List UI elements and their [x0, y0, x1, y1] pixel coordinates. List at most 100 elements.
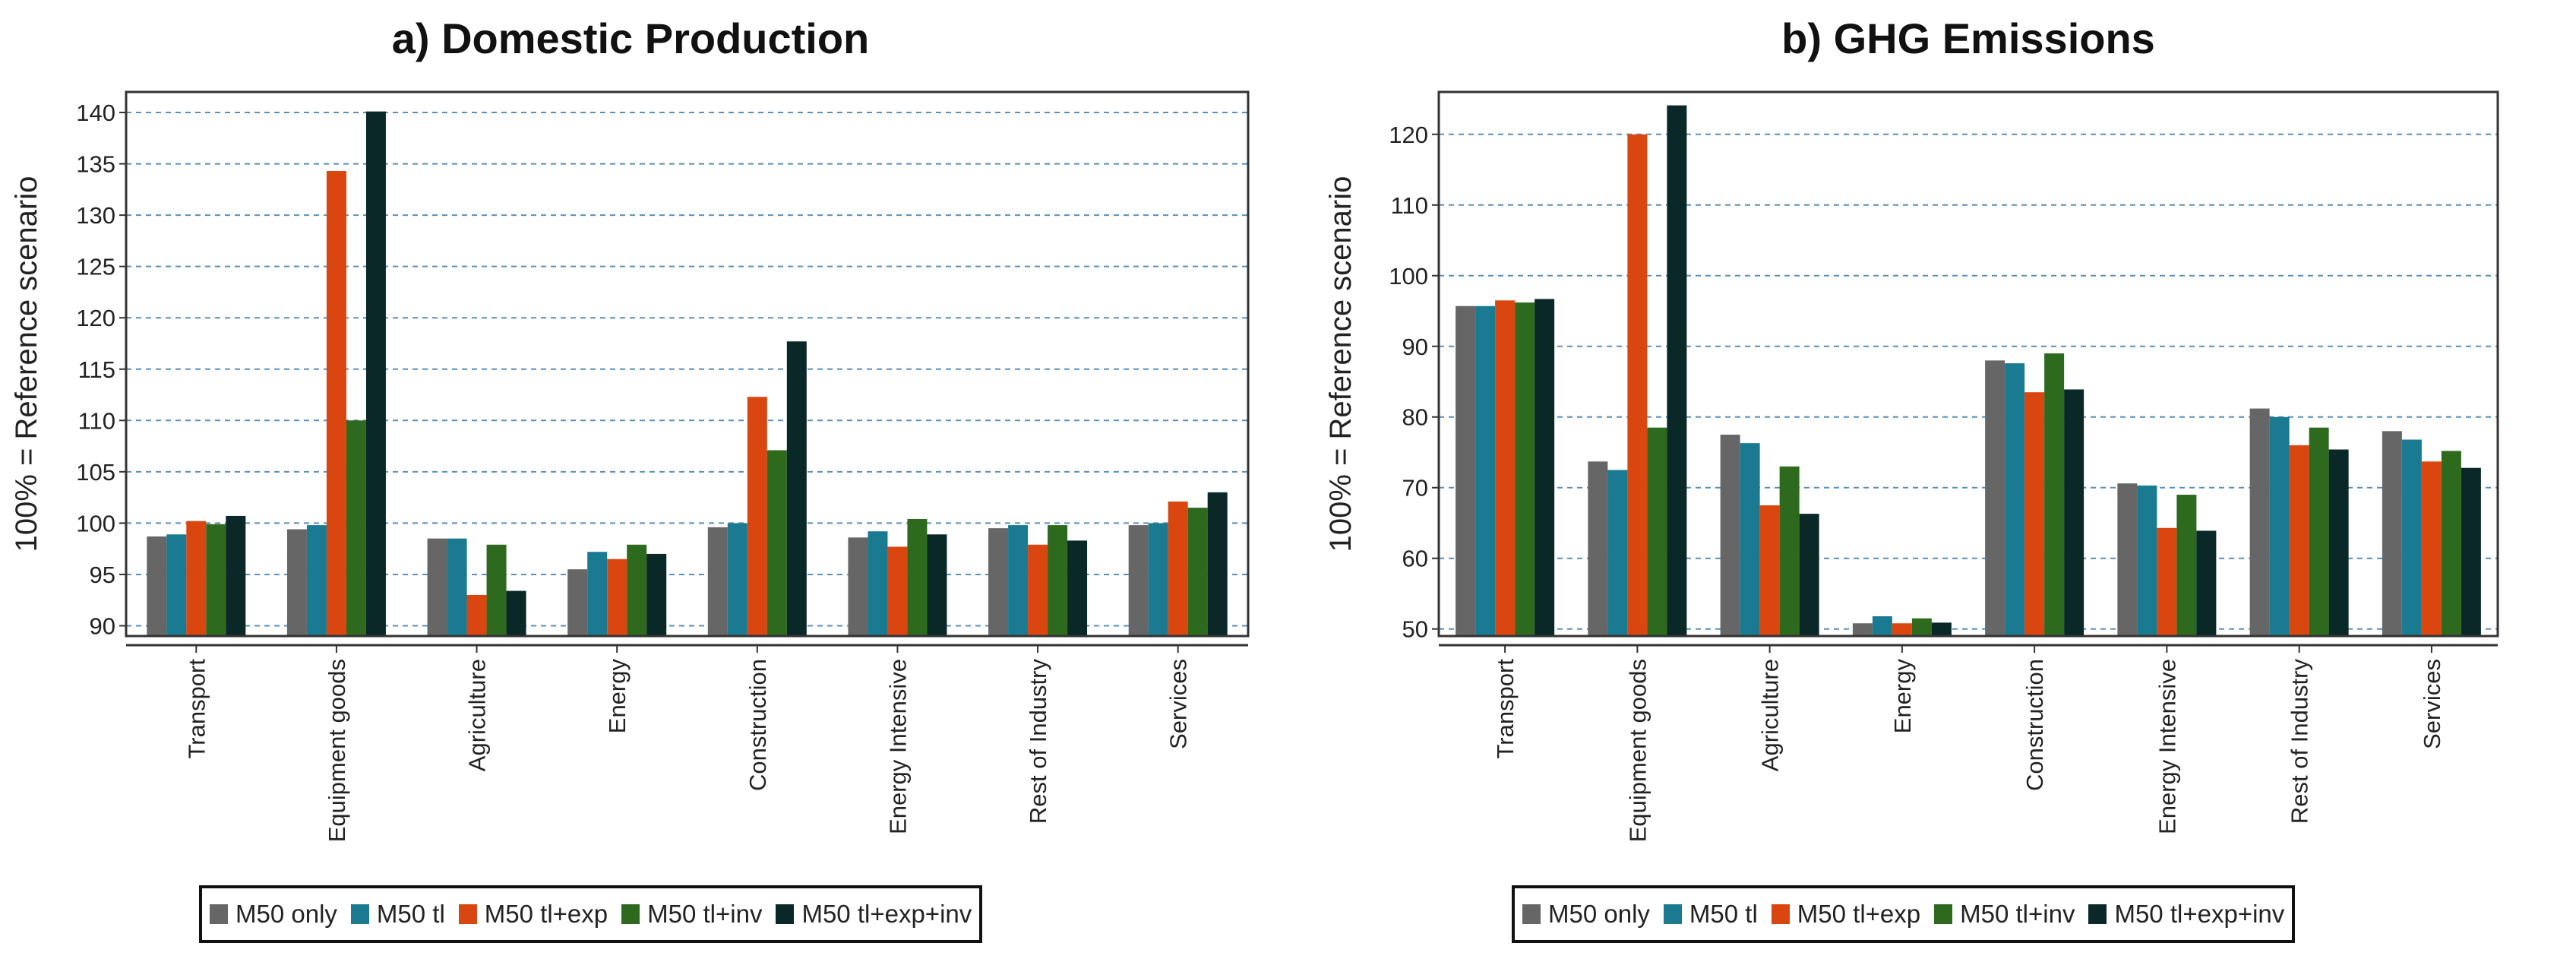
legend-item-m50-tl-exp-inv: M50 tl+exp+inv — [776, 900, 972, 929]
bar-construction-m50-tl-exp — [747, 397, 767, 636]
bar-transport-m50-tl-exp-inv — [226, 515, 246, 636]
chart-title-b: b) GHG Emissions — [1781, 14, 2155, 62]
bar-energy-m50-tl-exp — [1892, 623, 1912, 636]
y-tick-label: 90 — [90, 612, 115, 639]
legend-swatch — [2088, 904, 2107, 924]
x-tick-label-agriculture: Agriculture — [464, 659, 491, 771]
legend-item-m50-tl-exp: M50 tl+exp — [458, 900, 608, 929]
x-tick-label-transport: Transport — [1492, 659, 1519, 759]
bar-equipment-goods-m50-tl-inv — [1647, 427, 1667, 636]
bar-energy-intensive-m50-tl-exp — [2157, 527, 2177, 636]
y-tick-label: 110 — [1391, 192, 1428, 219]
bar-agriculture-m50-tl — [447, 538, 467, 636]
bar-rest-of-industry-m50-only — [988, 528, 1009, 636]
bar-transport-m50-tl-inv — [1515, 302, 1535, 636]
legend-label: M50 tl — [376, 900, 445, 928]
legend-item-m50-tl-exp: M50 tl+exp — [1771, 900, 1920, 929]
bar-services-m50-tl-exp-inv — [1207, 492, 1228, 636]
bar-agriculture-m50-tl — [1740, 443, 1760, 636]
bar-energy-intensive-m50-tl-exp — [887, 546, 908, 636]
bar-construction-m50-tl-inv — [2044, 353, 2065, 636]
bar-energy-m50-tl-exp-inv — [1931, 622, 1952, 636]
bar-equipment-goods-m50-tl-exp — [1627, 134, 1648, 636]
bar-agriculture-m50-only — [1720, 434, 1740, 636]
chart-a: 90 95 100 105 110 115 120 125 130 135 140 100% = Re… — [10, 90, 1250, 842]
bar-construction-m50-tl — [727, 523, 748, 636]
y-tick-label: 120 — [1389, 122, 1428, 148]
bar-transport-m50-tl — [166, 534, 187, 636]
x-tick-label-services: Services — [2419, 659, 2445, 749]
y-tick-label: 125 — [76, 254, 115, 280]
bar-rest-of-industry-m50-only — [2249, 408, 2270, 636]
y-tick-label: 100 — [1389, 263, 1428, 290]
legend-a: M50 only M50 tl M50 tl+exp M50 tl+inv M50 tl… — [199, 885, 983, 943]
x-tick-label-construction: Construction — [744, 659, 771, 791]
bar-energy-m50-tl-exp — [607, 559, 627, 636]
y-tick-label: 95 — [90, 562, 115, 588]
legend-item-m50-only: M50 only — [210, 900, 337, 929]
legend-label: M50 tl+inv — [647, 900, 763, 928]
legend-item-m50-tl-inv: M50 tl+inv — [621, 900, 762, 929]
legend-swatch — [1934, 904, 1953, 924]
bar-construction-m50-only — [1985, 360, 2005, 636]
bar-equipment-goods-m50-only — [286, 529, 307, 636]
legend-swatch — [458, 904, 477, 924]
bar-agriculture-m50-tl-exp-inv — [1799, 514, 1819, 636]
y-axis-label: 100% = Reference scenario — [10, 176, 43, 552]
bar-services-m50-tl — [2401, 439, 2422, 636]
bar-services-m50-tl-inv — [1187, 508, 1208, 636]
y-tick-label: 120 — [76, 305, 115, 331]
x-tick-label-energy: Energy — [604, 659, 631, 734]
bar-energy-intensive-m50-only — [2117, 483, 2138, 636]
bar-equipment-goods-m50-tl-inv — [346, 420, 366, 636]
bar-agriculture-m50-tl-inv — [486, 544, 507, 636]
bar-rest-of-industry-m50-tl-exp — [1028, 544, 1048, 636]
x-tick-label-agriculture: Agriculture — [1757, 659, 1784, 771]
y-tick-label: 50 — [1402, 616, 1428, 643]
legend-item-m50-tl: M50 tl — [1663, 900, 1758, 929]
bar-equipment-goods-m50-only — [1588, 461, 1608, 636]
x-tick-label-rest-of-industry: Rest of Industry — [2287, 659, 2313, 824]
legend-swatch — [1771, 904, 1790, 924]
bar-rest-of-industry-m50-tl-exp-inv — [1067, 540, 1088, 636]
bar-transport-m50-only — [1456, 305, 1476, 636]
bar-agriculture-m50-tl-exp-inv — [506, 590, 526, 636]
y-tick-label: 90 — [1402, 334, 1428, 360]
bar-energy-intensive-m50-tl — [2137, 485, 2157, 636]
bar-equipment-goods-m50-tl — [1607, 470, 1628, 636]
bar-agriculture-m50-only — [427, 538, 447, 636]
bar-energy-m50-tl — [587, 552, 608, 636]
x-tick-label-energy-intensive: Energy Intensive — [884, 659, 911, 834]
bar-energy-intensive-m50-only — [848, 537, 868, 636]
legend-item-m50-tl-exp-inv: M50 tl+exp+inv — [2088, 900, 2284, 929]
y-tick-label: 60 — [1402, 546, 1428, 572]
legend-swatch — [776, 904, 795, 924]
chart-b: 50 60 70 80 90 100 110 120 100% = Reference scen… — [1324, 90, 2499, 842]
bar-construction-m50-tl — [2005, 363, 2025, 636]
bar-construction-m50-only — [707, 527, 728, 636]
bar-equipment-goods-m50-tl-exp-inv — [1667, 105, 1687, 636]
bar-energy-m50-tl-inv — [627, 544, 647, 636]
bar-services-m50-only — [2382, 431, 2402, 636]
bar-equipment-goods-m50-tl-exp — [326, 171, 346, 636]
plot-frame — [1437, 90, 2499, 638]
bar-construction-m50-tl-exp — [2024, 392, 2045, 636]
bar-transport-m50-tl-exp — [186, 521, 207, 636]
bar-agriculture-m50-tl-inv — [1779, 466, 1800, 636]
bar-rest-of-industry-m50-tl-inv — [2309, 427, 2329, 636]
bar-energy-intensive-m50-tl-exp-inv — [927, 534, 947, 636]
y-tick-label: 115 — [78, 356, 115, 383]
y-tick-label: 70 — [1402, 475, 1428, 502]
bar-services-m50-tl — [1148, 523, 1168, 636]
bar-construction-m50-tl-exp-inv — [786, 341, 807, 636]
legend-label: M50 tl+inv — [1960, 900, 2075, 928]
legend-label: M50 tl+exp — [484, 900, 608, 928]
x-tick-label-rest-of-industry: Rest of Industry — [1025, 659, 1051, 824]
bar-rest-of-industry-m50-tl-exp — [2289, 445, 2309, 636]
y-tick-label: 130 — [76, 202, 115, 229]
bar-rest-of-industry-m50-tl — [1008, 525, 1029, 636]
legend-swatch — [350, 904, 369, 924]
x-tick-label-equipment-goods: Equipment goods — [324, 659, 350, 842]
y-axis-label: 100% = Reference scenario — [1324, 176, 1358, 552]
bar-energy-m50-only — [1852, 623, 1873, 636]
